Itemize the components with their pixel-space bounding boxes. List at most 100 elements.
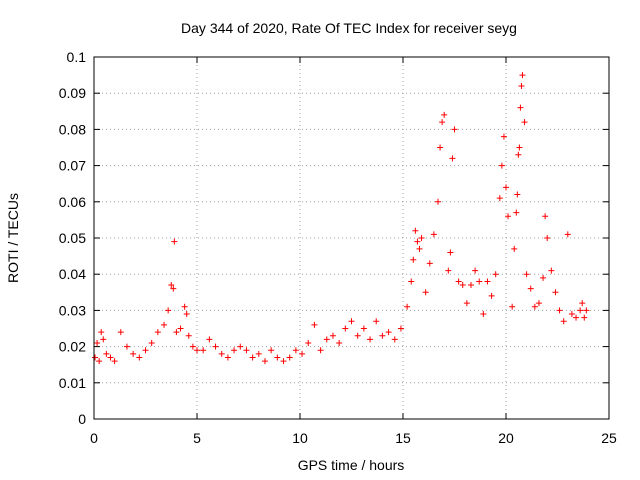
data-point [323, 336, 330, 343]
axes: 0 5 10 15 20 25 0 0.01 0.02 0.03 0.04 0.05 0.06 0.07 0… [59, 49, 617, 446]
data-point [408, 278, 415, 285]
data-point [130, 350, 137, 357]
data-point [261, 358, 268, 365]
data-point [492, 271, 499, 278]
data-point [224, 354, 231, 361]
y-tick-label: 0.01 [59, 375, 86, 391]
data-point [447, 249, 454, 256]
data-point [103, 350, 110, 357]
data-point [292, 347, 299, 354]
data-point [476, 278, 483, 285]
x-tick-label: 0 [90, 430, 98, 446]
data-point [515, 151, 522, 158]
data-point [531, 303, 538, 310]
data-point [527, 285, 534, 292]
grid-lines [94, 57, 609, 419]
data-point [579, 300, 586, 307]
data-point [426, 260, 433, 267]
data-point [583, 307, 590, 314]
data-point [441, 111, 448, 118]
data-point [503, 184, 509, 191]
data-point [518, 82, 525, 89]
data-point [348, 318, 355, 325]
data-point [367, 336, 374, 343]
data-point [165, 307, 172, 314]
data-point [449, 155, 456, 162]
data-point [170, 285, 177, 292]
data-point [218, 350, 225, 357]
data-point [552, 289, 559, 296]
data-point [171, 238, 178, 245]
data-point [542, 213, 549, 220]
data-point [123, 343, 130, 350]
y-tick-label: 0.1 [67, 49, 87, 65]
data-point [568, 311, 575, 318]
data-point [181, 303, 188, 310]
data-point [511, 245, 518, 252]
data-point [117, 329, 124, 336]
data-point [107, 354, 114, 361]
x-tick-label: 5 [193, 430, 201, 446]
data-point [249, 354, 256, 361]
data-point [311, 321, 318, 328]
data-point [437, 144, 444, 151]
data-point [410, 256, 417, 263]
data-point [185, 332, 192, 339]
data-point [200, 347, 207, 354]
data-point [177, 325, 184, 332]
data-point [111, 358, 118, 365]
data-point [573, 314, 580, 321]
data-point [142, 347, 149, 354]
data-point [96, 358, 103, 365]
data-point [243, 347, 250, 354]
data-point [404, 303, 411, 310]
data-point [439, 119, 446, 126]
y-tick-label: 0.05 [59, 230, 86, 246]
data-point [445, 267, 452, 274]
data-point [98, 329, 105, 336]
y-axis-label: ROTI / TECUs [5, 193, 21, 283]
y-tick-label: 0.08 [59, 121, 86, 137]
data-point [161, 321, 168, 328]
x-axis-label: GPS time / hours [298, 457, 405, 473]
data-point [560, 318, 567, 325]
data-point [189, 343, 196, 350]
data-point [514, 191, 521, 198]
data-point [268, 347, 275, 354]
data-point [451, 126, 458, 133]
y-tick-label: 0.07 [59, 158, 86, 174]
data-point [500, 133, 507, 140]
data-point [422, 289, 429, 296]
data-point [564, 231, 571, 238]
data-point [516, 144, 523, 151]
data-point [513, 209, 520, 216]
data-point [255, 350, 262, 357]
data-point [373, 318, 380, 325]
data-point [154, 329, 161, 336]
data-point [430, 231, 437, 238]
data-points [92, 72, 590, 365]
data-point [391, 336, 398, 343]
data-point [544, 235, 551, 241]
data-point [92, 354, 99, 361]
data-point [379, 332, 386, 339]
data-point [342, 325, 349, 332]
y-tick-label: 0.04 [59, 266, 86, 282]
data-point [194, 347, 200, 354]
data-point [418, 235, 425, 241]
data-point [136, 354, 143, 361]
data-point [416, 245, 423, 252]
data-point [517, 104, 524, 111]
data-point [459, 282, 466, 289]
data-point [317, 347, 324, 354]
data-point [212, 343, 219, 350]
plot-frame [93, 56, 610, 420]
data-point [360, 325, 367, 332]
x-tick-label: 20 [498, 430, 514, 446]
data-point [435, 198, 442, 205]
data-point [183, 311, 190, 318]
data-point [488, 292, 495, 299]
x-tick-label: 25 [601, 430, 617, 446]
data-point [354, 332, 361, 339]
